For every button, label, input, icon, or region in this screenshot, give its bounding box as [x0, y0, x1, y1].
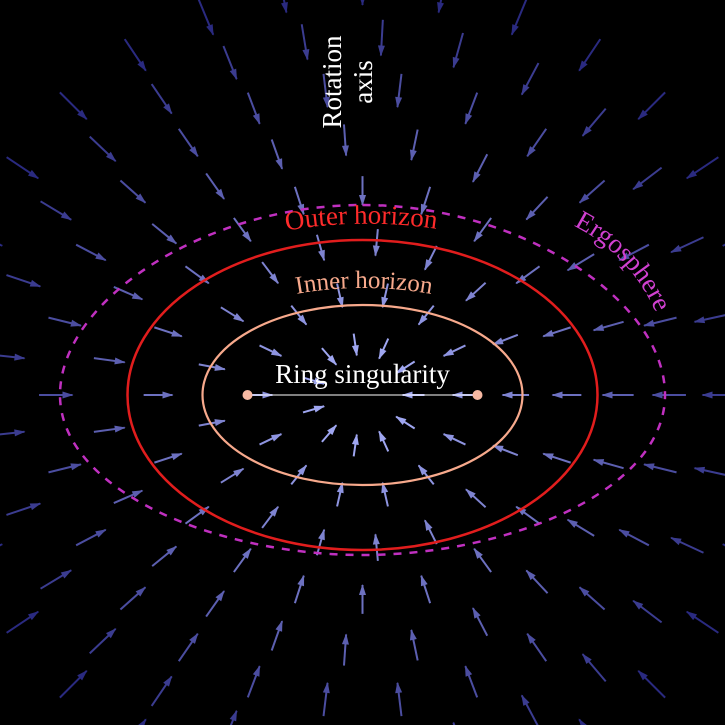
- rotation-axis-label-1: Rotation: [317, 35, 347, 129]
- kerr-black-hole-diagram: Ring singularity Inner horizon Outer hor…: [0, 0, 725, 725]
- ring-singularity-dot-left: [243, 390, 253, 400]
- rotation-axis-label-2: axis: [348, 60, 378, 104]
- ring-singularity-label: Ring singularity: [275, 359, 450, 389]
- ring-singularity-dot-right: [473, 390, 483, 400]
